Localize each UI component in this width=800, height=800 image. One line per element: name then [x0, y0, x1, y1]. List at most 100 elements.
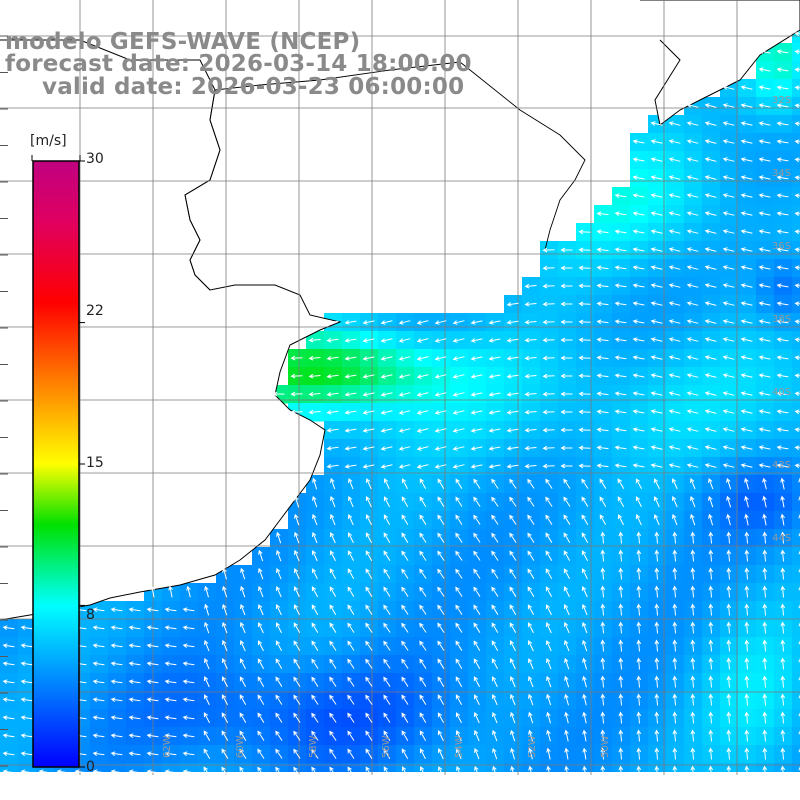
wind-arrow: [762, 585, 768, 598]
wind-arrow: [528, 711, 534, 724]
wind-arrow: [722, 229, 735, 234]
wind-arrow: [506, 392, 519, 397]
wind-arrow: [452, 392, 465, 397]
wind-arrow: [492, 711, 498, 724]
wind-arrow: [347, 748, 355, 759]
wind-arrow: [654, 603, 660, 616]
wind-arrow: [506, 428, 519, 433]
wind-arrow: [491, 496, 499, 507]
wind-arrow: [203, 730, 211, 742]
wind-arrow: [488, 410, 501, 415]
wind-arrow: [401, 766, 408, 778]
wind-arrow: [401, 478, 408, 490]
wind-arrow: [473, 694, 480, 706]
wind-arrow: [581, 586, 588, 598]
wind-arrow: [672, 549, 678, 562]
colorbar-tick-30: 30: [86, 151, 104, 167]
wind-arrow: [491, 622, 499, 633]
wind-arrow: [128, 697, 141, 702]
wind-arrow: [668, 193, 681, 198]
wind-arrow: [311, 730, 319, 741]
wind-arrow: [758, 427, 771, 432]
wind-arrow: [510, 729, 516, 742]
wind-arrow: [632, 301, 645, 306]
wind-arrow: [600, 621, 606, 634]
wind-arrow: [798, 676, 800, 681]
wind-arrow: [528, 693, 534, 706]
wind-arrow: [758, 463, 771, 468]
wind-arrow: [668, 265, 681, 270]
field-cell: [792, 583, 800, 602]
wind-arrow: [473, 532, 481, 543]
field-cell: [792, 547, 800, 566]
field-cell: [792, 565, 800, 584]
wind-arrow: [473, 514, 481, 525]
wind-arrow: [726, 729, 732, 742]
wind-arrow: [690, 657, 696, 670]
wind-arrow: [794, 157, 800, 163]
wind-arrow: [473, 478, 481, 489]
wind-arrow: [308, 373, 321, 379]
wind-arrow: [636, 711, 642, 724]
wind-arrow: [347, 532, 354, 544]
wind-arrow: [722, 139, 735, 144]
wind-arrow: [668, 427, 681, 432]
wind-arrow: [312, 513, 318, 526]
wind-arrow: [776, 139, 789, 144]
wind-arrow: [110, 715, 123, 720]
wind-arrow: [312, 531, 318, 544]
wind-arrow: [419, 532, 427, 543]
wind-arrow: [794, 265, 800, 271]
wind-arrow: [794, 373, 800, 379]
wind-arrow: [128, 661, 141, 666]
wind-arrow: [510, 711, 516, 724]
wind-arrow: [401, 640, 409, 651]
wind-arrow: [419, 604, 427, 615]
wind-arrow: [596, 409, 609, 415]
wind-arrow: [632, 193, 645, 198]
wind-arrow: [582, 621, 588, 634]
wind-arrow: [686, 355, 699, 360]
wind-arrow: [650, 355, 663, 360]
wind-arrow: [383, 478, 390, 490]
wind-arrow: [686, 283, 699, 288]
wind-arrow: [758, 157, 771, 162]
wind-arrow: [617, 514, 624, 526]
wind-arrow: [708, 675, 714, 688]
wind-arrow: [110, 769, 123, 774]
wind-arrow: [581, 568, 588, 580]
wind-arrow: [506, 464, 519, 469]
wind-arrow: [473, 676, 481, 688]
wind-arrow: [560, 265, 573, 271]
wind-arrow: [722, 175, 735, 180]
wind-arrow: [690, 729, 696, 742]
wind-arrow: [780, 711, 786, 724]
wind-arrow: [776, 103, 789, 108]
wind-arrow: [416, 428, 429, 433]
wind-arrow: [762, 729, 768, 742]
field-cell: [792, 619, 800, 638]
wind-arrow: [545, 568, 553, 580]
wind-arrow: [545, 622, 552, 634]
wind-arrow: [578, 427, 591, 433]
wind-arrow: [92, 697, 105, 702]
wind-arrow: [686, 391, 699, 396]
wind-arrow: [546, 747, 551, 760]
wind-arrow: [744, 657, 750, 670]
wind-arrow: [491, 550, 499, 561]
wind-arrow: [578, 391, 591, 397]
wind-arrow: [632, 283, 645, 288]
wind-arrow: [383, 676, 391, 687]
wind-arrow: [798, 694, 800, 699]
wind-arrow: [329, 676, 337, 687]
wind-arrow: [582, 693, 587, 706]
wind-arrow: [650, 175, 663, 180]
wind-arrow: [329, 712, 337, 723]
wind-arrow: [596, 211, 609, 217]
wind-arrow: [276, 567, 282, 580]
wind-arrow: [182, 643, 195, 648]
wind-arrow: [686, 211, 699, 216]
wind-arrow: [794, 247, 800, 253]
wind-arrow: [510, 747, 516, 760]
wind-arrow: [362, 464, 375, 469]
